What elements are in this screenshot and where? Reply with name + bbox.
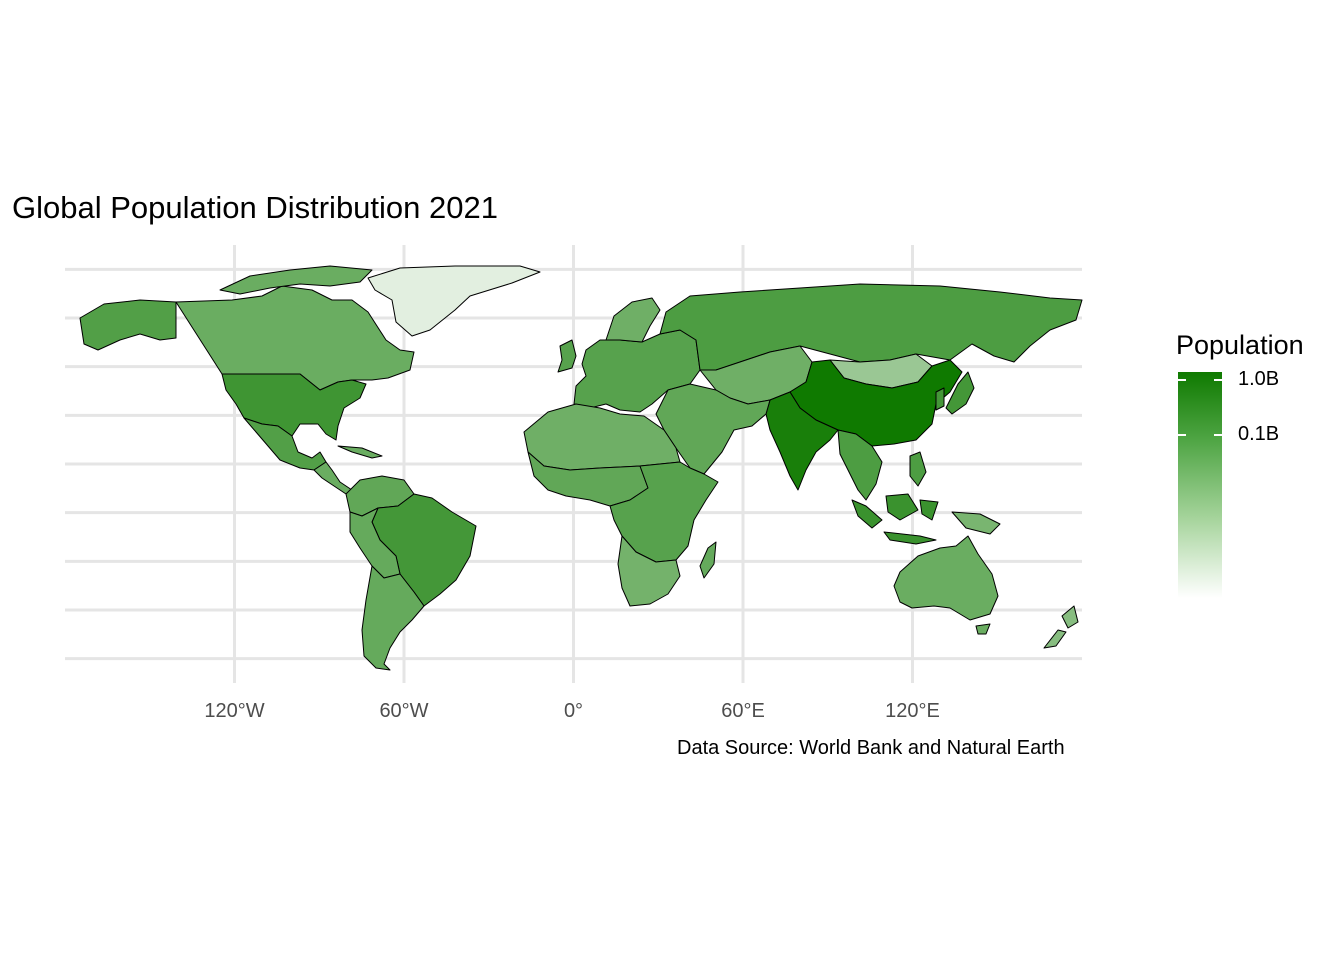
region-europe [573, 329, 701, 413]
x-tick-label: 60°W [379, 700, 429, 722]
region-korea [935, 387, 945, 411]
region-scandinavia [605, 297, 661, 343]
region-united-states [221, 373, 367, 441]
legend-tick-label: 1.0B [1238, 368, 1280, 391]
region-caribbean [337, 445, 383, 459]
region-png [951, 511, 1001, 535]
region-argentina-chile [361, 565, 425, 671]
region-india [765, 391, 839, 491]
region-alaska [79, 299, 177, 351]
legend-tick-label: 0.1B [1238, 422, 1280, 445]
region-russia [659, 283, 1083, 371]
region-madagascar [699, 541, 717, 579]
region-tasmania [975, 623, 991, 635]
region-canada-islands [219, 265, 373, 295]
region-southeast-asia [837, 429, 883, 501]
x-tick-label: 60°E [721, 700, 765, 722]
region-central-america [313, 461, 353, 495]
region-greenland [367, 265, 541, 337]
region-peru-bolivia [349, 507, 401, 579]
region-uk [557, 339, 577, 373]
region-philippines [909, 451, 927, 487]
x-tick-label: 120°W [204, 700, 265, 722]
land-layer [79, 265, 1083, 671]
legend-tick-mark [1178, 433, 1222, 436]
region-new-zealand [1043, 605, 1079, 649]
region-japan [945, 371, 975, 415]
region-southern-africa [617, 535, 681, 607]
data-source-caption: Data Source: World Bank and Natural Eart… [677, 737, 1065, 759]
legend-title: Population [1176, 330, 1304, 360]
chart-title: Global Population Distribution 2021 [12, 190, 498, 225]
x-tick-label: 120°E [885, 700, 940, 722]
legend-colorbar [1178, 372, 1222, 598]
legend-tick-mark [1178, 379, 1222, 382]
x-tick-label: 0° [563, 700, 584, 722]
region-mexico [243, 417, 327, 471]
region-australia [893, 535, 999, 621]
region-indonesia [851, 493, 939, 545]
